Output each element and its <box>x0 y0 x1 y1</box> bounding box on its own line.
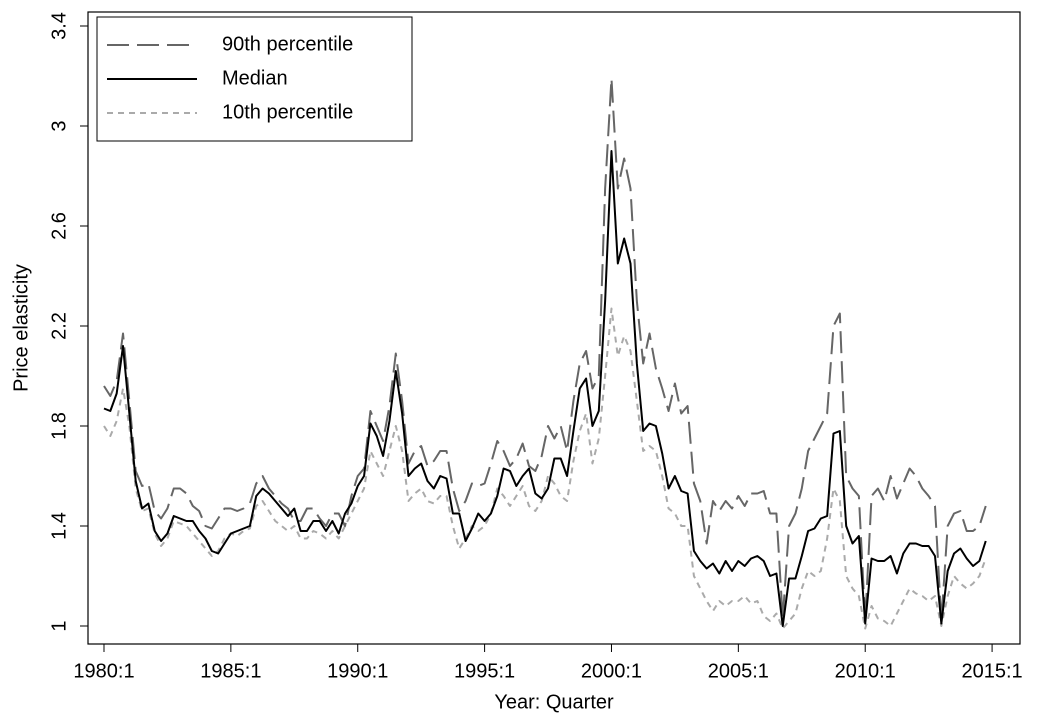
legend-label: Median <box>222 67 288 89</box>
legend-label: 90th percentile <box>222 33 353 55</box>
y-tick-label: 1.8 <box>48 412 70 440</box>
x-axis-title: Year: Quarter <box>494 691 614 713</box>
legend-label: 10th percentile <box>222 101 353 123</box>
x-tick-label: 1985:1 <box>200 660 261 682</box>
y-tick-label: 2.2 <box>48 312 70 340</box>
series-line <box>103 150 987 627</box>
x-tick-label: 1990:1 <box>327 660 388 682</box>
y-tick-label: 3.4 <box>48 12 70 40</box>
x-tick-label: 2015:1 <box>962 660 1023 682</box>
x-tick-label: 2010:1 <box>835 660 896 682</box>
y-axis-title: Price elasticity <box>10 264 32 392</box>
plot-frame <box>87 11 1021 645</box>
series-line <box>103 77 987 622</box>
x-tick-label: 1995:1 <box>454 660 515 682</box>
y-tick-label: 2.6 <box>48 212 70 240</box>
y-tick-label: 1 <box>48 620 70 631</box>
x-tick-label: 2000:1 <box>581 660 642 682</box>
x-tick-label: 1980:1 <box>73 660 134 682</box>
y-tick-label: 3 <box>48 120 70 131</box>
y-tick-label: 1.4 <box>48 512 70 540</box>
series-line <box>103 307 987 630</box>
x-tick-label: 2005:1 <box>708 660 769 682</box>
